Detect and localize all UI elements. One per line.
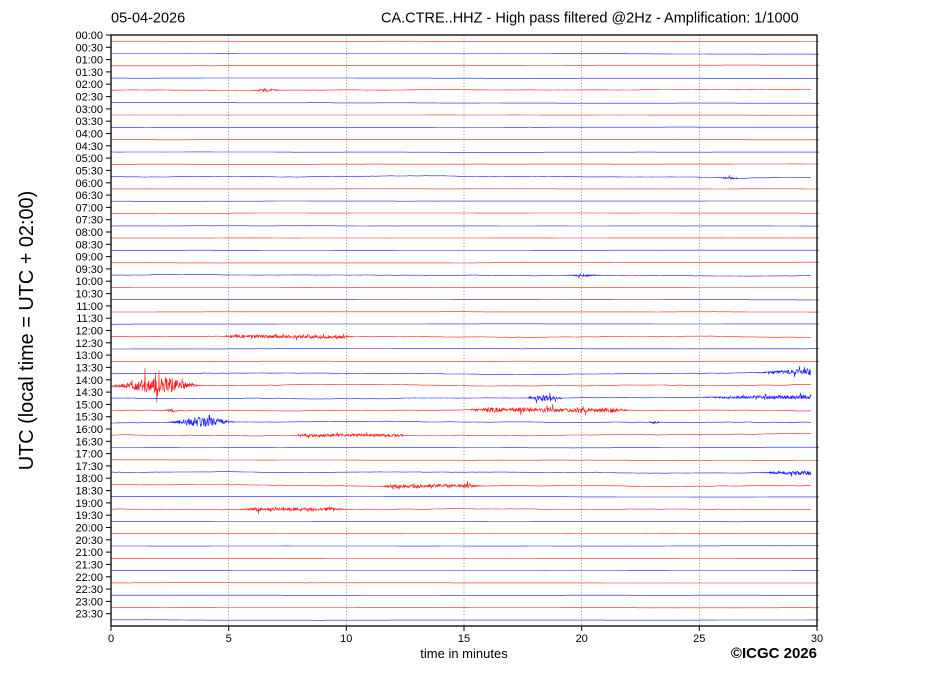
svg-text:15: 15 <box>458 633 470 645</box>
svg-text:14:00: 14:00 <box>75 375 103 387</box>
svg-text:21:30: 21:30 <box>75 559 103 571</box>
svg-text:13:00: 13:00 <box>75 350 103 362</box>
svg-text:©ICGC 2026: ©ICGC 2026 <box>731 645 817 662</box>
svg-text:16:00: 16:00 <box>75 424 103 436</box>
svg-text:12:00: 12:00 <box>75 326 103 338</box>
svg-text:01:00: 01:00 <box>75 55 103 67</box>
svg-text:08:00: 08:00 <box>75 227 103 239</box>
svg-text:07:00: 07:00 <box>75 202 103 214</box>
svg-text:23:00: 23:00 <box>75 596 103 608</box>
svg-text:5: 5 <box>226 633 232 645</box>
svg-text:02:30: 02:30 <box>75 92 103 104</box>
svg-text:23:30: 23:30 <box>75 609 103 621</box>
svg-text:19:00: 19:00 <box>75 498 103 510</box>
svg-text:15:30: 15:30 <box>75 412 103 424</box>
svg-text:03:00: 03:00 <box>75 104 103 116</box>
svg-text:12:30: 12:30 <box>75 338 103 350</box>
svg-text:22:00: 22:00 <box>75 572 103 584</box>
svg-text:10:30: 10:30 <box>75 289 103 301</box>
svg-text:01:30: 01:30 <box>75 67 103 79</box>
svg-text:11:30: 11:30 <box>76 313 103 325</box>
svg-text:02:00: 02:00 <box>75 79 103 91</box>
svg-text:00:00: 00:00 <box>75 30 103 42</box>
svg-text:20:30: 20:30 <box>75 535 103 547</box>
svg-text:00:30: 00:30 <box>75 42 103 54</box>
svg-text:UTC (local time = UTC + 02:00): UTC (local time = UTC + 02:00) <box>16 191 38 470</box>
svg-text:30: 30 <box>811 633 823 645</box>
svg-text:11:00: 11:00 <box>76 301 103 313</box>
svg-text:05:00: 05:00 <box>75 153 103 165</box>
svg-text:04:30: 04:30 <box>75 141 103 153</box>
svg-text:21:00: 21:00 <box>75 547 103 559</box>
svg-text:19:30: 19:30 <box>75 510 103 522</box>
svg-text:10:00: 10:00 <box>75 276 103 288</box>
svg-text:07:30: 07:30 <box>75 215 103 227</box>
svg-text:CA.CTRE..HHZ - High pass filte: CA.CTRE..HHZ - High pass filtered @2Hz -… <box>381 11 799 27</box>
svg-text:16:30: 16:30 <box>75 436 103 448</box>
svg-text:10: 10 <box>340 633 352 645</box>
svg-text:05-04-2026: 05-04-2026 <box>111 11 185 27</box>
svg-text:20:00: 20:00 <box>75 523 103 535</box>
svg-text:15:00: 15:00 <box>75 399 103 411</box>
svg-text:17:30: 17:30 <box>75 461 103 473</box>
svg-text:06:30: 06:30 <box>75 190 103 202</box>
svg-text:06:00: 06:00 <box>75 178 103 190</box>
svg-text:20: 20 <box>576 633 588 645</box>
svg-text:22:30: 22:30 <box>75 584 103 596</box>
svg-text:04:00: 04:00 <box>75 129 103 141</box>
svg-text:05:30: 05:30 <box>75 165 103 177</box>
svg-text:13:30: 13:30 <box>75 362 103 374</box>
svg-text:03:30: 03:30 <box>75 116 103 128</box>
svg-text:09:00: 09:00 <box>75 252 103 264</box>
svg-text:18:30: 18:30 <box>75 486 103 498</box>
svg-text:25: 25 <box>693 633 705 645</box>
svg-text:08:30: 08:30 <box>75 239 103 251</box>
svg-text:17:00: 17:00 <box>75 449 103 461</box>
svg-text:09:30: 09:30 <box>75 264 103 276</box>
svg-text:18:00: 18:00 <box>75 473 103 485</box>
svg-text:time in minutes: time in minutes <box>420 646 508 661</box>
svg-text:0: 0 <box>108 633 114 645</box>
svg-text:14:30: 14:30 <box>75 387 103 399</box>
